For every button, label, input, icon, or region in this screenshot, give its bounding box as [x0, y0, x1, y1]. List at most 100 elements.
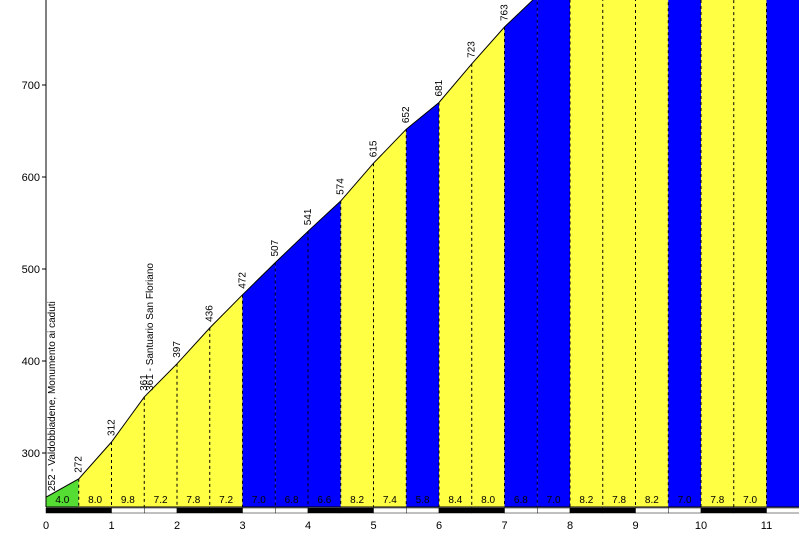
scale-bar-segment-19: [668, 507, 702, 514]
x-tick-label-8: 8: [567, 520, 573, 532]
scale-bar-segment-2: [111, 507, 145, 514]
elevation-line: [45, 0, 534, 498]
y-tick-label-300: 300: [22, 448, 40, 460]
scale-bar-segment-10: [373, 507, 407, 514]
scale-bar-segment-22: [766, 507, 799, 514]
grade-label-18: 8.2: [645, 495, 659, 506]
scale-bar-segment-13: [471, 507, 505, 514]
grade-label-21: 7.0: [743, 495, 757, 506]
grade-label-2: 9.8: [121, 495, 135, 506]
elevation-label-8: 574: [336, 178, 347, 195]
axes: 3004005006007008009001000110012001300: [22, 0, 799, 508]
segment-fill-18: [635, 0, 669, 507]
elevation-label-6: 507: [270, 239, 281, 256]
grade-label-9: 8.2: [350, 495, 364, 506]
scale-bar-segment-21: [733, 507, 767, 514]
scale-bar-segment-9: [340, 507, 374, 514]
segment-dividers: [78, 0, 767, 507]
grade-label-12: 8.4: [448, 495, 462, 506]
scale-bar-segment-7: [275, 507, 309, 514]
scale-bar-segment-5: [209, 507, 243, 514]
grade-label-6: 7.0: [252, 495, 266, 506]
y-tick-label-600: 600: [22, 172, 40, 184]
scale-bar-segment-11: [406, 507, 440, 514]
segment-fill-16: [570, 0, 603, 507]
elevation-label-11: 681: [434, 79, 445, 96]
scale-bar-segment-4: [176, 507, 210, 514]
x-tick-label-2: 2: [174, 520, 180, 532]
x-tick-label-6: 6: [436, 520, 442, 532]
segment-fill-0: [46, 478, 79, 507]
elevation-label-5: 472: [238, 272, 249, 289]
scale-bar-segment-1: [78, 507, 112, 514]
segment-fill-1: [78, 441, 112, 507]
segment-fill-12: [439, 63, 472, 508]
location-label-1: 361 - Santuario San Floriano: [145, 263, 156, 391]
elevation-label-9: 615: [369, 140, 380, 157]
segment-fill-8: [308, 200, 341, 508]
elevation-label-13: 763: [500, 4, 511, 21]
km-scale-bar: [45, 507, 799, 514]
elevation-label-0: 272: [74, 456, 85, 473]
x-tick-label-10: 10: [695, 520, 707, 532]
x-tick-label-5: 5: [370, 520, 376, 532]
scale-bar-segment-8: [307, 507, 341, 514]
y-tick-label-400: 400: [22, 356, 40, 368]
elevation-label-12: 723: [467, 41, 478, 58]
x-tick-label-0: 0: [43, 520, 49, 532]
elevation-label-10: 652: [401, 106, 412, 123]
x-tick-label-4: 4: [305, 520, 311, 532]
scale-bar-segment-15: [537, 507, 571, 514]
grade-label-8: 6.6: [317, 495, 331, 506]
grade-label-11: 5.8: [416, 495, 430, 506]
segment-fill-3: [144, 363, 177, 507]
grade-label-3: 7.2: [154, 495, 168, 506]
scale-bar-segment-20: [700, 507, 734, 514]
segment-fill-10: [373, 129, 407, 507]
grade-label-5: 7.2: [219, 495, 233, 506]
grade-label-17: 7.8: [612, 495, 626, 506]
profile-line: [45, 0, 534, 498]
grade-label-13: 8.0: [481, 495, 495, 506]
segment-fill-9: [340, 163, 374, 507]
elevation-label-4: 436: [205, 305, 216, 322]
grade-label-7: 6.8: [285, 495, 299, 506]
elevation-label-1: 312: [107, 419, 118, 436]
y-tick-label-700: 700: [22, 80, 40, 92]
segment-fill-15: [537, 0, 570, 507]
segment-fill-17: [602, 0, 636, 507]
data-labels: 0 1 2 3 4 5 6 7 8 9 10 11 4.0 8.0 9.8 7.2 7.8 7.2 7.0 6.8 6.…: [43, 4, 772, 532]
grade-label-1: 8.0: [88, 495, 102, 506]
scale-bar-segment-6: [242, 507, 276, 514]
scale-bar-segment-17: [602, 507, 636, 514]
segment-fill-14: [504, 0, 538, 507]
scale-bar-segment-16: [569, 507, 603, 514]
grade-label-10: 7.4: [383, 495, 397, 506]
grade-label-19: 7.0: [678, 495, 692, 506]
segment-fill-20: [701, 0, 734, 507]
y-tick-label-500: 500: [22, 264, 40, 276]
grade-label-4: 7.8: [186, 495, 200, 506]
scale-bar-segment-0: [45, 507, 79, 514]
grade-label-20: 7.8: [710, 495, 724, 506]
grade-label-16: 8.2: [579, 495, 593, 506]
segment-fill-5: [209, 294, 243, 507]
elevation-label-7: 541: [303, 208, 314, 225]
grade-label-0: 4.0: [55, 495, 69, 506]
elevation-label-2: 361: [139, 374, 150, 391]
grade-label-14: 6.8: [514, 495, 528, 506]
segment-fills: [46, 0, 799, 508]
scale-bar-segment-12: [438, 507, 472, 514]
x-tick-label-9: 9: [632, 520, 638, 532]
location-label-0: 252 - Valdobbiadene, Monumento ai caduti: [47, 301, 58, 491]
segment-fill-19: [668, 0, 701, 507]
segment-fill-11: [406, 102, 439, 507]
segment-fill-4: [177, 327, 210, 507]
x-tick-label-3: 3: [239, 520, 245, 532]
x-tick-label-11: 11: [761, 520, 772, 532]
segment-fill-2: [111, 396, 145, 507]
grade-label-15: 7.0: [547, 495, 561, 506]
scale-bar-segment-18: [635, 507, 669, 514]
x-tick-label-1: 1: [108, 520, 114, 532]
